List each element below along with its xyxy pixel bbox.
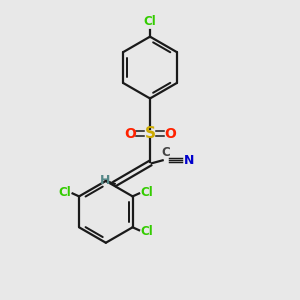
Text: N: N (184, 154, 194, 167)
Text: S: S (145, 126, 155, 141)
Text: Cl: Cl (141, 225, 154, 238)
Text: H: H (100, 174, 110, 187)
Text: O: O (164, 127, 176, 141)
Text: Cl: Cl (141, 186, 154, 199)
Text: C: C (162, 146, 171, 159)
Text: Cl: Cl (144, 15, 156, 28)
Text: O: O (124, 127, 136, 141)
Text: Cl: Cl (58, 186, 71, 199)
